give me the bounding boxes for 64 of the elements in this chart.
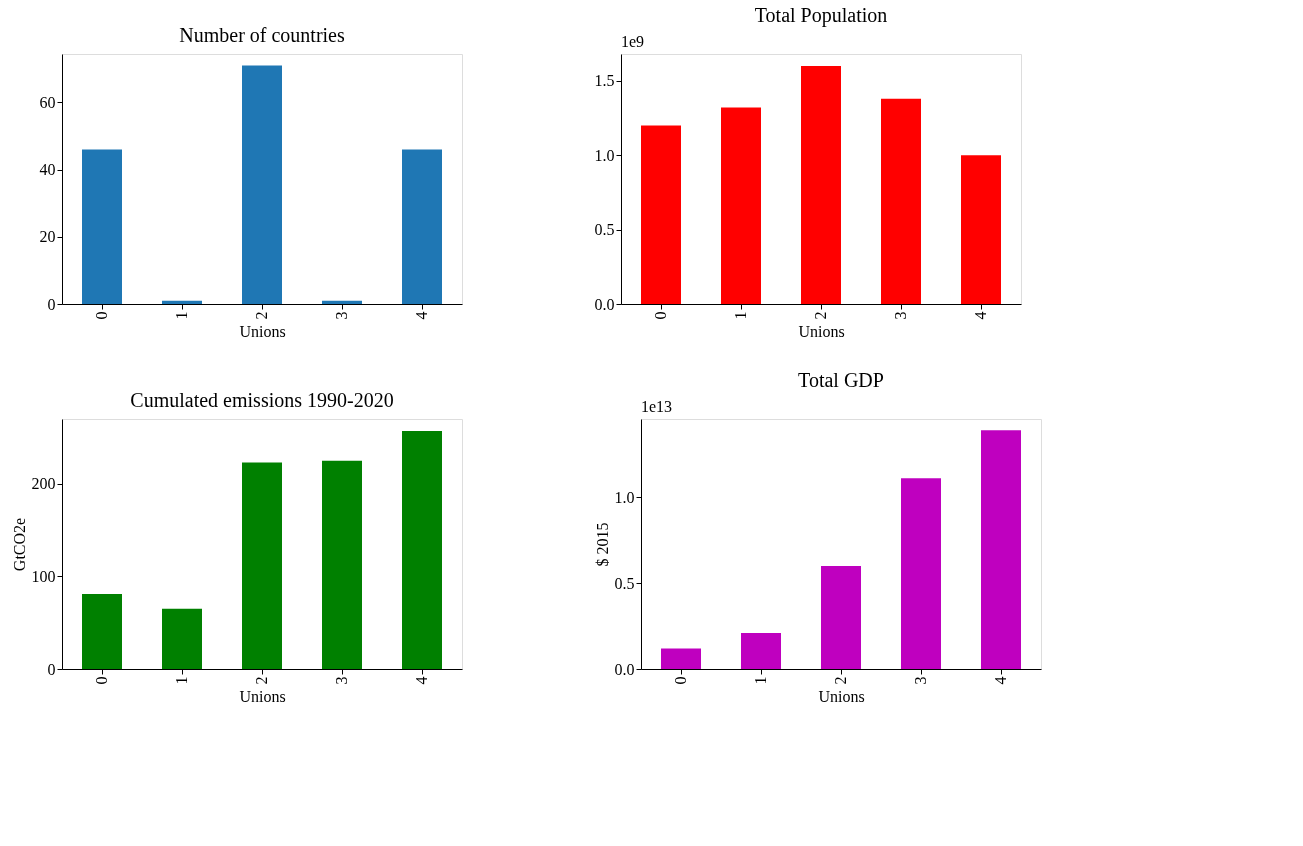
chart-title: Total Population — [754, 4, 888, 27]
x-tick-label: 2 — [253, 676, 270, 685]
y-tick-label: 20 — [39, 228, 56, 246]
x-tick-label: 0 — [93, 311, 110, 320]
x-tick-label: 4 — [413, 311, 430, 320]
y-tick-label: 0.0 — [614, 660, 635, 678]
bar — [162, 300, 202, 304]
x-axis-title: Unions — [818, 687, 865, 705]
x-axis-title: Unions — [239, 322, 286, 340]
x-tick-label: 1 — [752, 676, 769, 685]
bar — [741, 632, 781, 669]
y-tick-label: 100 — [31, 567, 56, 585]
bar — [242, 462, 282, 669]
bar — [322, 300, 362, 304]
bar — [801, 65, 841, 304]
x-tick-label: 1 — [173, 311, 190, 320]
bar — [981, 430, 1021, 669]
y-tick-label: 40 — [39, 161, 56, 179]
bar — [901, 478, 941, 669]
x-tick-label: 3 — [333, 311, 350, 320]
x-tick-label: 2 — [253, 311, 270, 320]
x-tick-label: 0 — [672, 676, 689, 685]
y-tick-label: 0.0 — [594, 295, 615, 313]
x-tick-label: 0 — [93, 676, 110, 685]
y-tick-label: 200 — [31, 475, 56, 493]
bar — [641, 125, 681, 304]
bar — [82, 594, 122, 669]
bar — [82, 149, 122, 304]
bar — [162, 608, 202, 669]
x-tick-label: 4 — [413, 676, 430, 685]
x-tick-label: 2 — [832, 676, 849, 685]
x-tick-label: 3 — [892, 311, 909, 320]
y-axis-title: $ 2015 — [593, 522, 611, 567]
bar — [242, 65, 282, 304]
bar — [322, 460, 362, 669]
y-tick-label: 1.5 — [594, 72, 615, 90]
chart-title: Cumulated emissions 1990-2020 — [130, 389, 394, 411]
x-axis-title: Unions — [798, 322, 845, 340]
y-tick-label: 0.5 — [614, 574, 635, 592]
x-tick-label: 2 — [812, 311, 829, 320]
text: 1e13 — [641, 398, 673, 415]
y-tick-label: 0.5 — [594, 221, 615, 239]
y-axis-title: GtCO2e — [10, 517, 28, 572]
x-tick-label: 4 — [992, 676, 1009, 685]
bar — [402, 149, 442, 304]
x-tick-label: 1 — [732, 311, 749, 320]
x-axis-title: Unions — [239, 687, 286, 705]
bar — [881, 98, 921, 304]
x-tick-label: 3 — [333, 676, 350, 685]
y-tick-label: 1.0 — [614, 488, 635, 506]
text: 1e9 — [621, 33, 645, 50]
x-tick-label: 4 — [972, 311, 989, 320]
x-tick-label: 3 — [912, 676, 929, 685]
y-tick-label: 1.0 — [594, 146, 615, 164]
bar — [661, 648, 701, 669]
x-tick-label: 1 — [173, 676, 190, 685]
x-tick-label: 0 — [652, 311, 669, 320]
bar — [821, 565, 861, 669]
bar — [402, 431, 442, 669]
y-tick-label: 60 — [39, 93, 56, 111]
chart-title: Total GDP — [798, 369, 884, 391]
bar — [721, 107, 761, 304]
bar — [961, 155, 1001, 304]
chart-title: Number of countries — [179, 24, 345, 46]
